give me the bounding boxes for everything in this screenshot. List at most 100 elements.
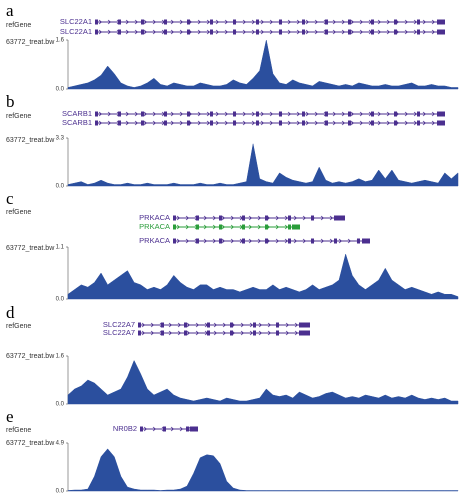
strand-arrow [329,238,334,244]
exon [173,215,176,221]
strand-arrow [422,19,427,25]
strand-arrow [185,215,190,221]
strand-arrow [240,322,245,328]
strand-arrow [269,19,274,25]
exon [417,120,420,126]
strand-arrow [107,111,112,117]
strand-arrow [338,238,343,244]
exon [437,19,445,25]
strand-arrow [350,19,355,25]
exon [187,19,190,25]
strand-arrow [107,120,112,126]
strand-arrow [285,322,290,328]
strand-arrow [179,111,184,117]
gene-name: PRKACA [139,213,170,222]
exon [230,322,233,328]
strand-arrow [413,111,418,117]
exon [348,120,351,126]
exon [256,111,259,117]
strand-arrow [177,330,182,336]
strand-arrow [206,120,211,126]
strand-arrow [422,111,427,117]
strand-arrow [404,19,409,25]
exon [288,215,291,221]
strand-arrow [179,29,184,35]
strand-arrow [134,120,139,126]
strand-arrow [213,330,218,336]
exon [417,19,420,25]
strand-arrow [251,120,256,126]
exon [118,19,121,25]
strand-arrow [248,224,253,230]
strand-arrow [332,19,337,25]
gene-name: SCARB1 [62,118,92,127]
exon [186,426,189,432]
strand-arrow [221,224,226,230]
exon [95,29,98,35]
strand-arrow [176,238,181,244]
exon [161,330,164,336]
strand-arrow [251,19,256,25]
strand-arrow [221,215,226,221]
strand-arrow [294,322,299,328]
exon [256,29,259,35]
strand-arrow [293,215,298,221]
strand-arrow [150,322,155,328]
strand-arrow [413,29,418,35]
strand-arrow [215,111,220,117]
y-tick-label: 0.0 [56,297,65,303]
strand-arrow [267,330,272,336]
exon [279,111,282,117]
exon [196,224,199,230]
strand-arrow [341,120,346,126]
exon [279,120,282,126]
exon [334,215,337,221]
exon [325,120,328,126]
strand-arrow [152,426,157,432]
strand-arrow [287,19,292,25]
strand-arrow [222,330,227,336]
strand-arrow [215,19,220,25]
exon [394,111,397,117]
strand-arrow [143,19,148,25]
strand-arrow [404,120,409,126]
exon [417,29,420,35]
strand-arrow [350,120,355,126]
exon [164,111,167,117]
strand-arrow [294,330,299,336]
exon [210,19,213,25]
strand-arrow [314,19,319,25]
strand-arrow [206,19,211,25]
strand-arrow [125,120,130,126]
exon [219,238,222,244]
strand-arrow [431,120,436,126]
strand-arrow [248,238,253,244]
strand-arrow [413,19,418,25]
exon [118,29,121,35]
track-name: 63772_treat.bw [6,245,55,252]
strand-arrow [107,19,112,25]
strand-arrow [143,29,148,35]
strand-arrow [221,238,226,244]
strand-arrow [359,120,364,126]
exon [288,238,291,244]
strand-arrow [98,29,103,35]
strand-arrow [134,19,139,25]
strand-arrow [242,29,247,35]
gene-name: NR0B2 [113,424,137,433]
strand-arrow [212,238,217,244]
exon [292,224,300,230]
exon [187,111,190,117]
strand-arrow [224,111,229,117]
strand-arrow [258,330,263,336]
exon [302,330,310,336]
strand-arrow [269,29,274,35]
strand-arrow [305,111,310,117]
exon [163,426,166,432]
strand-arrow [341,111,346,117]
strand-arrow [203,238,208,244]
strand-arrow [222,322,227,328]
strand-arrow [152,19,157,25]
strand-arrow [296,29,301,35]
strand-arrow [242,19,247,25]
